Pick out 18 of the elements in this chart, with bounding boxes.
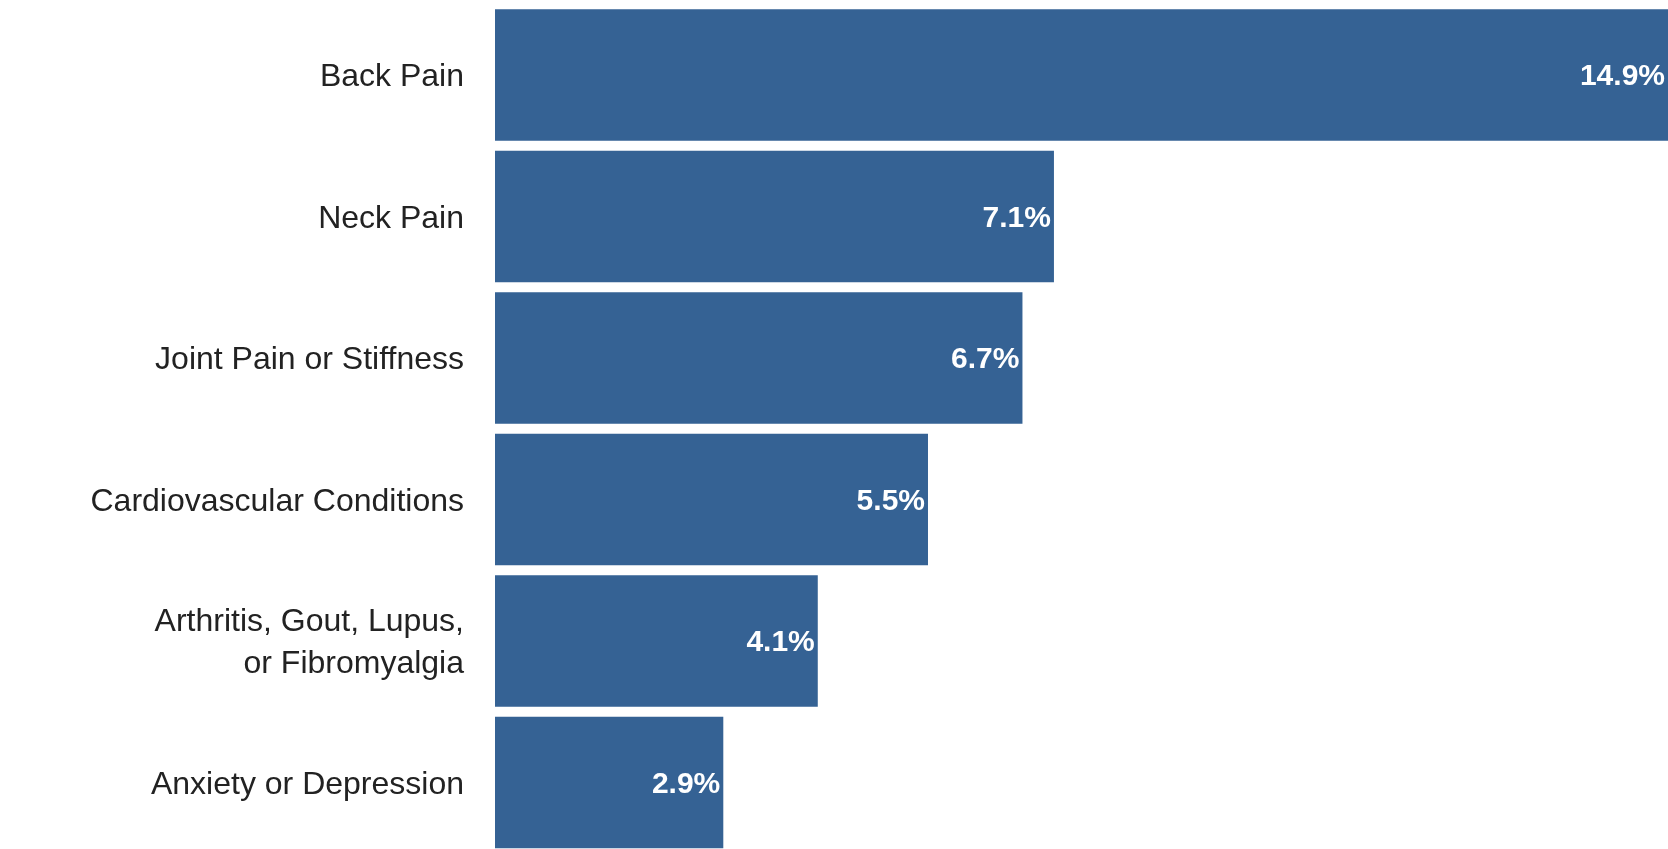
data-label: 4.1%	[746, 624, 815, 658]
y-tick-label: Cardiovascular Conditions	[90, 481, 464, 518]
data-label: 5.5%	[856, 482, 925, 516]
y-tick-label: Joint Pain or Stiffness	[155, 340, 464, 377]
y-tick-label: Anxiety or Depression	[150, 764, 464, 801]
bar	[495, 575, 818, 707]
y-tick-label: Neck Pain	[318, 198, 464, 235]
bar	[495, 716, 724, 849]
bar	[495, 150, 1054, 283]
data-label: 14.9%	[1579, 58, 1665, 92]
y-tick-label: Arthritis, Gout, Lupus, or Fibromyalgia	[154, 602, 465, 680]
bar	[495, 9, 1668, 141]
y-tick-label: Back Pain	[319, 57, 464, 94]
data-label: 6.7%	[951, 341, 1020, 375]
bar	[495, 433, 928, 566]
data-label: 2.9%	[651, 765, 721, 799]
data-label: 7.1%	[982, 199, 1051, 233]
bar	[495, 292, 1023, 424]
